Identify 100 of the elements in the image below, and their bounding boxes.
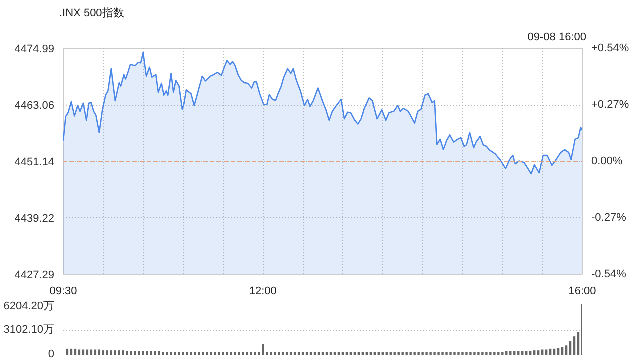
y-tick-label: 0 <box>48 348 55 360</box>
bar <box>342 352 344 356</box>
bar <box>414 352 416 356</box>
bar <box>162 352 164 356</box>
bar <box>250 352 252 356</box>
bar <box>266 352 268 356</box>
bar <box>94 350 97 356</box>
bar <box>154 351 156 356</box>
bar <box>122 350 124 356</box>
bar <box>434 352 436 356</box>
bar <box>422 352 424 356</box>
bar <box>246 352 248 356</box>
bar <box>577 332 580 356</box>
bar <box>178 352 180 356</box>
bar <box>462 352 464 356</box>
bar <box>537 350 540 356</box>
x-tick-label: 09:30 <box>50 286 78 298</box>
bar <box>262 344 264 356</box>
y2-tick-label: -0.54% <box>592 268 627 280</box>
y2-tick-label: 0.00% <box>592 156 623 168</box>
bar <box>545 350 548 356</box>
bar <box>290 352 292 356</box>
bar <box>390 352 392 356</box>
bar <box>142 351 144 356</box>
bar <box>222 352 224 356</box>
bar <box>282 352 284 356</box>
bar <box>238 352 240 356</box>
bar <box>306 352 308 356</box>
bar <box>182 352 184 356</box>
bar <box>170 352 172 356</box>
bar <box>194 352 196 356</box>
bar <box>446 352 448 356</box>
y-tick-label: 4427.29 <box>14 270 55 282</box>
bar <box>354 352 356 356</box>
bar <box>150 351 152 356</box>
bar <box>402 352 404 356</box>
bar <box>338 352 340 356</box>
bar <box>202 352 204 356</box>
bar <box>210 352 212 356</box>
bar <box>298 352 300 356</box>
bar <box>158 351 160 356</box>
bar <box>398 352 400 356</box>
bar <box>66 348 69 356</box>
bar <box>166 352 168 356</box>
bar <box>378 352 380 356</box>
bar <box>206 352 208 356</box>
bar <box>230 352 232 356</box>
bar <box>326 352 328 356</box>
bar <box>374 352 376 356</box>
bar <box>573 336 576 356</box>
bar <box>490 352 492 356</box>
bar <box>406 352 408 356</box>
bar <box>114 350 116 356</box>
bar <box>214 352 216 356</box>
bar <box>370 352 372 356</box>
bar <box>242 352 244 356</box>
y2-tick-label: +0.27% <box>592 99 630 111</box>
bar <box>98 350 101 356</box>
bar <box>334 352 336 356</box>
x-tick-label: 16:00 <box>568 286 596 298</box>
bar <box>442 352 444 356</box>
bar <box>358 352 360 356</box>
chart-title: .INX 500指数 <box>60 8 124 20</box>
bar <box>274 352 276 356</box>
y-tick-label: 3102.10万 <box>4 324 55 336</box>
bar <box>258 352 260 356</box>
bar <box>310 352 312 356</box>
bar <box>482 352 484 356</box>
bar <box>470 352 472 356</box>
bar <box>418 352 420 356</box>
bar <box>90 350 93 356</box>
bar <box>533 350 536 356</box>
bar <box>474 352 476 356</box>
bar <box>226 352 228 356</box>
text: 09-08 16:00 <box>528 32 586 44</box>
bar <box>430 352 432 356</box>
bar <box>106 350 109 356</box>
bar <box>494 352 496 356</box>
bar <box>478 352 480 356</box>
bar <box>549 348 552 356</box>
bar <box>438 352 440 356</box>
y-tick-label: 6204.20万 <box>4 300 55 312</box>
bar <box>502 352 504 356</box>
bar <box>366 352 368 356</box>
y-tick-label: 4474.99 <box>14 44 55 56</box>
bar <box>74 348 77 356</box>
y2-tick-label: -0.27% <box>592 212 627 224</box>
bar <box>102 350 105 356</box>
bar <box>110 350 113 356</box>
bar <box>498 352 500 356</box>
bar <box>174 352 176 356</box>
bar <box>294 352 296 356</box>
bar <box>466 352 468 356</box>
bar <box>86 350 89 356</box>
bar <box>450 352 452 356</box>
bar <box>394 352 396 356</box>
bar <box>118 350 120 356</box>
bar <box>198 352 200 356</box>
bar <box>426 352 428 356</box>
bar <box>553 348 556 356</box>
